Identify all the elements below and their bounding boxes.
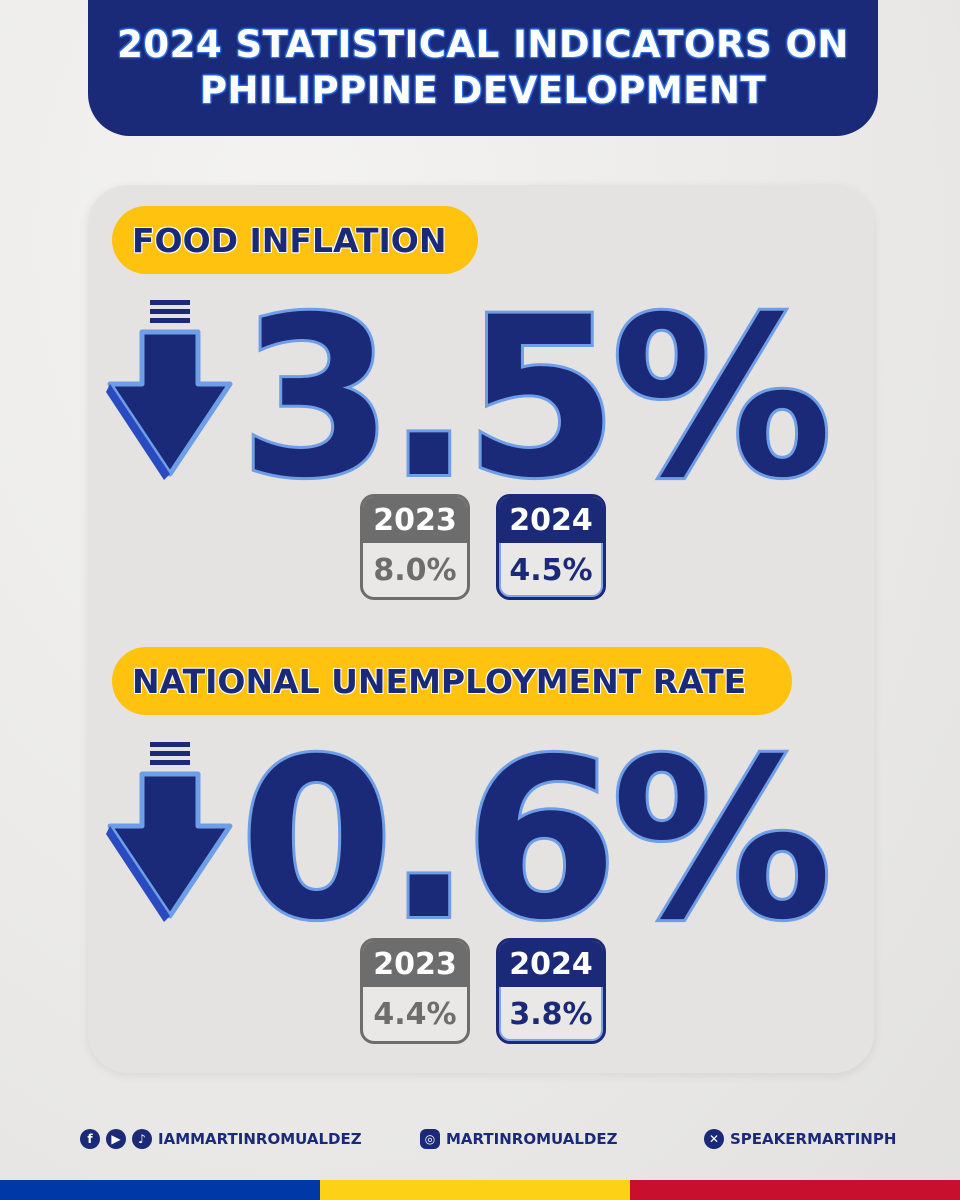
social-group-2: ◎ MARTINROMUALDEZ bbox=[420, 1122, 617, 1156]
down-arrow-icon bbox=[106, 742, 233, 922]
title-line-2: PHILIPPINE DEVELOPMENT bbox=[199, 69, 767, 112]
social-handle[interactable]: MARTINROMUALDEZ bbox=[446, 1130, 618, 1148]
flag-stripe-red bbox=[630, 1180, 960, 1200]
title-banner: 2024 STATISTICAL INDICATORS ON PHILIPPIN… bbox=[88, 0, 878, 136]
year-label: 2023 bbox=[363, 941, 467, 987]
tiktok-icon[interactable]: ♪ bbox=[132, 1129, 152, 1149]
down-arrow-icon bbox=[106, 300, 233, 480]
social-group-1: f ▶ ♪ IAMMARTINROMUALDEZ bbox=[80, 1122, 362, 1156]
facebook-icon[interactable]: f bbox=[80, 1129, 100, 1149]
social-group-3: ✕ SPEAKERMARTINPH bbox=[704, 1122, 896, 1156]
year-value: 4.5% bbox=[509, 552, 593, 588]
food-inflation-label: FOOD INFLATION bbox=[112, 206, 478, 274]
year-value: 4.4% bbox=[373, 996, 457, 1032]
indicators-card bbox=[88, 185, 874, 1073]
unemployment-label: NATIONAL UNEMPLOYMENT RATE bbox=[112, 647, 792, 715]
title-line-1: 2024 STATISTICAL INDICATORS ON bbox=[117, 23, 849, 66]
year-value: 3.8% bbox=[509, 996, 593, 1032]
social-footer: f ▶ ♪ IAMMARTINROMUALDEZ ◎ MARTINROMUALD… bbox=[0, 1122, 960, 1156]
year-value: 8.0% bbox=[373, 552, 457, 588]
year-label: 2024 bbox=[499, 497, 603, 543]
food-inflation-change: 3.5% bbox=[237, 270, 835, 526]
food-inflation-2023-box: 2023 8.0% bbox=[360, 494, 470, 600]
social-handle[interactable]: SPEAKERMARTINPH bbox=[730, 1130, 897, 1148]
unemployment-2024-box: 2024 3.8% bbox=[496, 938, 606, 1044]
year-label: 2024 bbox=[499, 941, 603, 987]
flag-stripe-blue bbox=[0, 1180, 320, 1200]
instagram-icon[interactable]: ◎ bbox=[420, 1129, 440, 1149]
unemployment-2023-box: 2023 4.4% bbox=[360, 938, 470, 1044]
x-icon[interactable]: ✕ bbox=[704, 1129, 724, 1149]
unemployment-change: 0.6% bbox=[237, 712, 835, 968]
youtube-icon[interactable]: ▶ bbox=[106, 1129, 126, 1149]
year-label: 2023 bbox=[363, 497, 467, 543]
flag-stripe-yellow bbox=[320, 1180, 630, 1200]
social-handle[interactable]: IAMMARTINROMUALDEZ bbox=[158, 1130, 362, 1148]
food-inflation-2024-box: 2024 4.5% bbox=[496, 494, 606, 600]
